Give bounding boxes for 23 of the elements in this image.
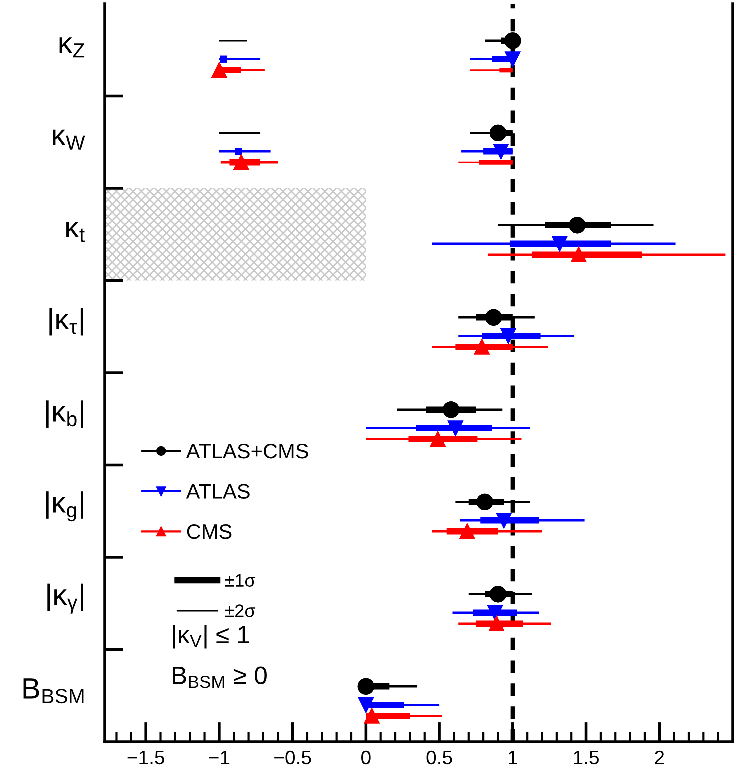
y-tick-label: |κ$_{τ}$|	[50, 308, 84, 336]
x-tick-label: −1.5	[128, 751, 164, 765]
y-tick-label: κ$_{Z}$	[60, 38, 85, 58]
legend-label: ATLAS	[186, 484, 250, 499]
y-tick-label: κ$_{t}$	[66, 222, 85, 242]
x-tick-label: 1.5	[574, 751, 599, 765]
legend-label: ATLAS+CMS	[186, 444, 308, 459]
annotation: ±2σ	[225, 604, 256, 618]
y-tick-label: |κ$_{γ}$|	[48, 584, 84, 614]
y-tick-label: κ$_{W}$	[53, 130, 86, 150]
x-tick-label: 2	[655, 750, 664, 764]
x-tick-label: 0.5	[426, 750, 452, 765]
x-tick-label: −0.5	[274, 750, 312, 765]
x-tick-label: 0	[362, 750, 371, 765]
y-tick-label: |κ$_{b}$|	[46, 400, 84, 428]
x-tick-label: 1	[508, 751, 518, 764]
annotation: ±1σ	[225, 574, 256, 588]
y-tick-label: |κ$_{g}$|	[46, 492, 84, 522]
annotation: B$_{BSM}$ ≥ 0	[172, 666, 267, 688]
y-tick-label: B$_{BSM}$	[24, 678, 84, 704]
annotation: |κ$_{V}$| ≤ 1	[173, 625, 250, 649]
x-tick-label: −1	[209, 751, 230, 764]
legend-label: CMS	[187, 524, 232, 540]
